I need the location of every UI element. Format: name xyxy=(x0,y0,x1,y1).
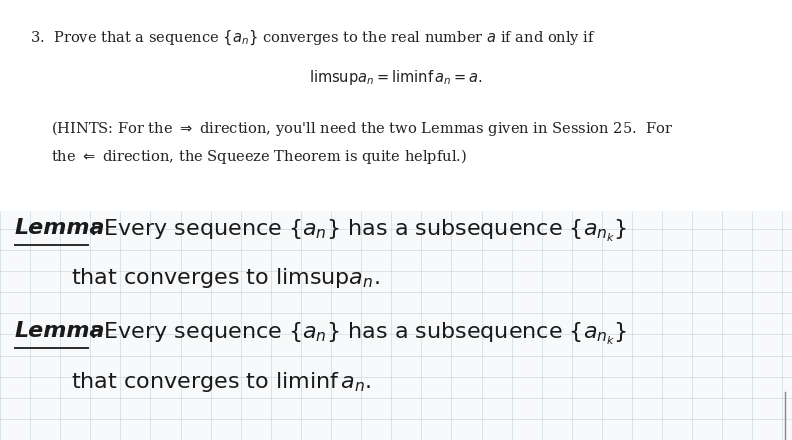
Bar xyxy=(0,211,792,440)
Text: that converges to $\lim\sup a_n$.: that converges to $\lim\sup a_n$. xyxy=(71,266,380,290)
Text: 3.  Prove that a sequence $\{a_n\}$ converges to the real number $a$ if and only: 3. Prove that a sequence $\{a_n\}$ conve… xyxy=(30,29,596,47)
Text: $\lim\sup a_n = \lim\inf a_n = a.$: $\lim\sup a_n = \lim\inf a_n = a.$ xyxy=(309,68,483,87)
Text: that converges to $\lim\inf a_n$.: that converges to $\lim\inf a_n$. xyxy=(71,370,372,394)
Text: : Every sequence $\{a_n\}$ has a subsequence $\{a_{n_k}\}$: : Every sequence $\{a_n\}$ has a subsequ… xyxy=(89,218,628,244)
Text: : Every sequence $\{a_n\}$ has a subsequence $\{a_{n_k}\}$: : Every sequence $\{a_n\}$ has a subsequ… xyxy=(89,321,628,347)
Text: Lemma: Lemma xyxy=(14,321,105,341)
Text: (HINTS: For the $\Rightarrow$ direction, you'll need the two Lemmas given in Ses: (HINTS: For the $\Rightarrow$ direction,… xyxy=(51,119,674,138)
Text: Lemma: Lemma xyxy=(14,218,105,238)
Text: the $\Leftarrow$ direction, the Squeeze Theorem is quite helpful.): the $\Leftarrow$ direction, the Squeeze … xyxy=(51,147,467,166)
